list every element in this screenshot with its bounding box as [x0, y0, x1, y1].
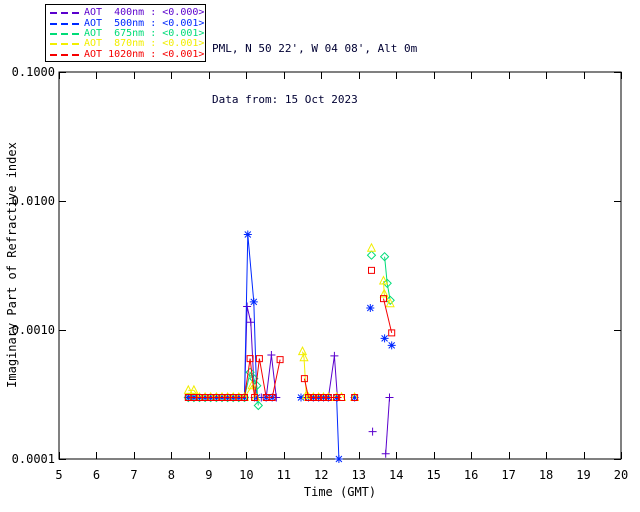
- data-point-marker-1020nm: [300, 375, 308, 383]
- data-point-marker-1020nm: [241, 394, 248, 401]
- data-point-marker-1020nm: [324, 394, 332, 401]
- x-tick-label: 15: [426, 468, 440, 482]
- data-point-marker-675nm: [382, 278, 392, 289]
- x-tick-label: 14: [389, 468, 403, 482]
- legend-entry-400nm: AOT 400nm : <0.000>: [50, 7, 205, 19]
- legend-label: AOT 675nm : <0.001>: [84, 27, 205, 39]
- y-tick-label: 0.1000: [12, 65, 55, 79]
- data-point-marker-870nm: [385, 298, 395, 308]
- data-point-marker-1020nm: [276, 356, 284, 364]
- data-point-marker-500nm: [387, 341, 396, 350]
- legend-dashed-line-sample: [50, 53, 79, 56]
- x-tick-label: 18: [539, 468, 553, 482]
- data-point-marker-1020nm: [255, 355, 263, 363]
- data-point-marker-400nm: [330, 351, 339, 360]
- data-point-marker-870nm: [183, 384, 193, 394]
- data-point-marker-400nm: [368, 427, 377, 436]
- data-point-marker-500nm: [297, 393, 305, 402]
- x-tick-label: 5: [55, 468, 62, 482]
- legend-label: AOT 870nm : <0.001>: [84, 38, 205, 50]
- series-500nm: [184, 230, 396, 463]
- data-point-marker-675nm: [249, 373, 259, 384]
- data-point-marker-500nm: [252, 393, 261, 402]
- x-tick-label: 7: [130, 468, 137, 482]
- x-tick-label: 11: [277, 468, 291, 482]
- x-tick-label: 10: [239, 468, 253, 482]
- x-tick-label: 12: [314, 468, 328, 482]
- x-tick-label: 8: [168, 468, 175, 482]
- data-point-marker-1020nm: [251, 394, 259, 401]
- station-location-text: PML, N 50 22', W 04 08', Alt 0m: [212, 42, 418, 55]
- legend-entry-675nm: AOT 675nm : <0.001>: [50, 27, 205, 39]
- x-tick-label: 20: [614, 468, 628, 482]
- x-tick-label: 16: [464, 468, 478, 482]
- data-point-marker-500nm: [350, 393, 359, 402]
- data-point-marker-500nm: [249, 297, 258, 306]
- data-point-marker-400nm: [246, 318, 255, 327]
- data-point-marker-400nm: [385, 393, 394, 402]
- data-point-marker-870nm: [299, 352, 309, 362]
- data-point-marker-870nm: [379, 288, 389, 298]
- series-870nm: [183, 242, 395, 401]
- legend-dashed-line-sample: [50, 22, 79, 25]
- x-axis-title: Time (GMT): [304, 485, 376, 499]
- y-tick-label: 0.0001: [12, 452, 55, 466]
- x-tick-label: 6: [93, 468, 100, 482]
- data-point-marker-1020nm: [338, 394, 345, 401]
- data-point-marker-870nm: [189, 384, 199, 394]
- data-point-marker-500nm: [366, 304, 375, 312]
- data-point-marker-1020nm: [246, 355, 254, 363]
- data-point-marker-1020nm: [351, 394, 359, 401]
- legend-entry-870nm: AOT 870nm : <0.001>: [50, 38, 205, 50]
- data-point-marker-675nm: [253, 400, 264, 411]
- data-point-marker-500nm: [380, 334, 389, 343]
- data-point-marker-870nm: [247, 380, 257, 390]
- legend-label: AOT 1020nm : <0.001>: [84, 48, 205, 60]
- station-header: PML, N 50 22', W 04 08', Alt 0m Data fro…: [212, 6, 417, 142]
- data-point-marker-500nm: [334, 455, 343, 463]
- data-point-marker-1020nm: [380, 295, 387, 303]
- legend-entry-500nm: AOT 500nm : <0.001>: [50, 17, 205, 29]
- x-tick-label: 17: [501, 468, 515, 482]
- legend-dashed-line-sample: [50, 12, 79, 15]
- data-point-marker-675nm: [379, 251, 390, 262]
- data-point-marker-400nm: [381, 449, 390, 458]
- legend-dashed-line-sample: [50, 32, 79, 35]
- data-point-marker-400nm: [243, 302, 252, 311]
- data-point-marker-400nm: [267, 351, 276, 359]
- data-point-marker-675nm: [245, 367, 255, 378]
- series-675nm: [183, 250, 395, 411]
- data-point-marker-500nm: [243, 230, 252, 239]
- legend-box: AOT 400nm : <0.000> AOT 500nm : <0.001> AO…: [45, 4, 206, 62]
- data-point-marker-1020nm: [388, 329, 396, 337]
- x-tick-label: 13: [352, 468, 366, 482]
- legend-entry-1020nm: AOT 1020nm : <0.001>: [50, 48, 205, 60]
- plot-content: 5 6 7 8 9 10 11 12 13 14 15 16 17 18 19 20 0.1000 0.0100 0…: [12, 65, 629, 482]
- data-point-marker-1020nm: [268, 394, 276, 401]
- data-date-text: Data from: 15 Oct 2023: [212, 93, 358, 106]
- data-point-marker-675nm: [366, 250, 377, 260]
- y-tick-label: 0.0100: [12, 194, 55, 208]
- series-1020nm: [184, 266, 396, 401]
- x-tick-label: 19: [576, 468, 590, 482]
- x-tick-label: 9: [205, 468, 212, 482]
- legend-label: AOT 400nm : <0.000>: [84, 7, 205, 19]
- series-400nm: [184, 302, 394, 458]
- y-tick-label: 0.0010: [12, 323, 55, 337]
- legend-dashed-line-sample: [50, 43, 79, 46]
- y-axis-title: Imaginary Part of Refractive index: [5, 142, 19, 388]
- data-point-marker-870nm: [378, 275, 389, 285]
- data-point-marker-870nm: [297, 345, 308, 356]
- data-point-marker-870nm: [366, 242, 377, 252]
- data-point-marker-1020nm: [368, 266, 375, 274]
- legend-label: AOT 500nm : <0.001>: [84, 17, 205, 29]
